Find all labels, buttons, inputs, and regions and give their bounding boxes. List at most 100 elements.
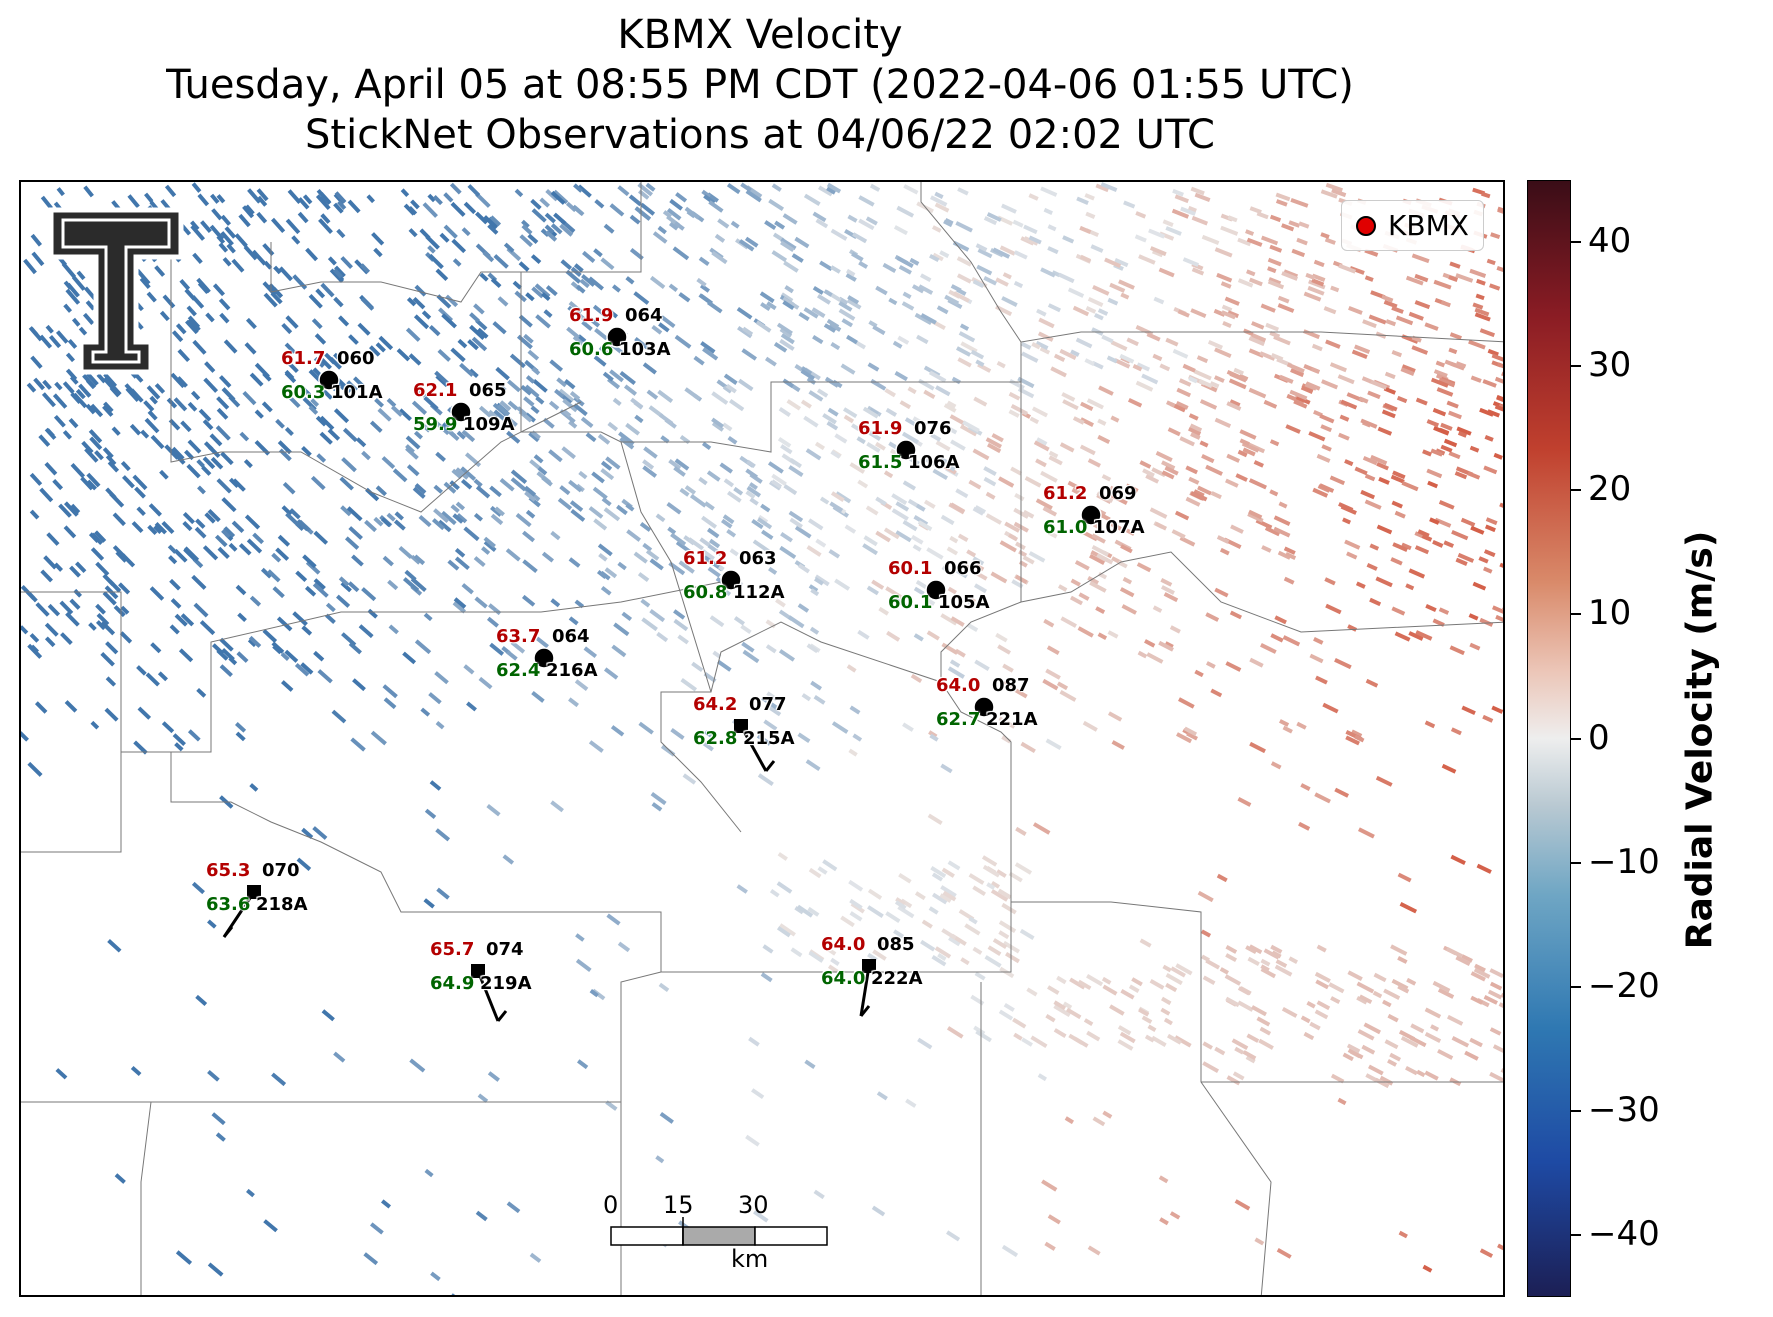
station-id: 221A bbox=[986, 709, 1038, 730]
station-marker-219A bbox=[471, 964, 485, 978]
station-id: 109A bbox=[463, 414, 515, 435]
station-marker-216A bbox=[533, 647, 555, 669]
station-dewpoint: 62.4 bbox=[496, 660, 541, 681]
scale-unit: km bbox=[731, 1245, 769, 1273]
station-id: 106A bbox=[908, 452, 960, 473]
station-temperature: 61.2 bbox=[1043, 483, 1088, 504]
station-temperature: 65.7 bbox=[430, 939, 475, 960]
legend: KBMX bbox=[1341, 200, 1484, 251]
figure-subtitle-time: Tuesday, April 05 at 08:55 PM CDT (2022-… bbox=[166, 62, 1354, 108]
colorbar-tick-mark bbox=[1571, 861, 1581, 864]
station-temperature: 62.1 bbox=[413, 380, 458, 401]
station-id: 105A bbox=[938, 592, 990, 613]
station-wind-direction: 064 bbox=[552, 626, 590, 647]
legend-label: KBMX bbox=[1388, 209, 1469, 242]
station-temperature: 64.2 bbox=[693, 694, 738, 715]
station-wind-direction: 070 bbox=[262, 860, 300, 881]
station-wind-direction: 064 bbox=[625, 305, 663, 326]
station-temperature: 60.1 bbox=[888, 558, 933, 579]
radar-site-marker-icon bbox=[1356, 215, 1376, 236]
station-marker-101A bbox=[318, 369, 340, 391]
station-temperature: 61.9 bbox=[569, 305, 614, 326]
wind-barb-icon bbox=[476, 970, 500, 1022]
station-wind-direction: 063 bbox=[739, 548, 777, 569]
station-dewpoint: 60.6 bbox=[569, 339, 614, 360]
station-dewpoint: 61.5 bbox=[858, 452, 903, 473]
colorbar-tick-label: 20 bbox=[1588, 469, 1632, 510]
station-wind-direction: 066 bbox=[944, 558, 982, 579]
station-dewpoint: 62.7 bbox=[936, 709, 981, 730]
station-id: 222A bbox=[871, 968, 923, 989]
station-marker-106A bbox=[895, 439, 917, 461]
colorbar-tick-mark bbox=[1571, 613, 1581, 616]
station-id: 219A bbox=[480, 973, 532, 994]
station-id: 107A bbox=[1093, 517, 1145, 538]
station-wind-direction: 069 bbox=[1099, 483, 1137, 504]
colorbar-tick-label: 30 bbox=[1588, 345, 1632, 386]
wind-barb-icon bbox=[859, 965, 871, 1017]
station-marker-221A bbox=[973, 696, 995, 718]
wind-barb-icon bbox=[739, 725, 768, 772]
station-temperature: 63.7 bbox=[496, 626, 541, 647]
station-dewpoint: 60.3 bbox=[281, 382, 326, 403]
station-id: 112A bbox=[733, 582, 785, 603]
figure-title: KBMX Velocity bbox=[617, 12, 903, 58]
colorbar-tick-mark bbox=[1571, 737, 1581, 740]
colorbar bbox=[1527, 180, 1571, 1297]
station-id: 216A bbox=[546, 660, 598, 681]
colorbar-tick-mark bbox=[1571, 489, 1581, 492]
station-wind-direction: 074 bbox=[486, 939, 524, 960]
station-id: 101A bbox=[331, 382, 383, 403]
station-dewpoint: 59.9 bbox=[413, 414, 458, 435]
colorbar-tick-label: −20 bbox=[1588, 965, 1660, 1006]
texas-tech-logo bbox=[41, 202, 191, 377]
colorbar-tick-mark bbox=[1571, 241, 1581, 244]
station-temperature: 65.3 bbox=[206, 860, 251, 881]
station-id: 218A bbox=[256, 894, 308, 915]
county-borders bbox=[21, 182, 1503, 1295]
station-wind-direction: 060 bbox=[337, 348, 375, 369]
station-dewpoint: 60.8 bbox=[683, 582, 728, 603]
station-marker-222A bbox=[862, 959, 876, 973]
scale-label-30: 30 bbox=[738, 1191, 769, 1219]
station-id: 215A bbox=[743, 728, 795, 749]
station-temperature: 64.0 bbox=[821, 934, 866, 955]
station-wind-direction: 065 bbox=[469, 380, 507, 401]
station-marker-215A bbox=[734, 719, 748, 733]
station-wind-direction: 087 bbox=[992, 675, 1030, 696]
scale-label-15: 15 bbox=[663, 1191, 694, 1219]
station-marker-107A bbox=[1080, 504, 1102, 526]
station-wind-direction: 085 bbox=[877, 934, 915, 955]
station-dewpoint: 63.6 bbox=[206, 894, 251, 915]
station-dewpoint: 61.0 bbox=[1043, 517, 1088, 538]
colorbar-tick-mark bbox=[1571, 1233, 1581, 1236]
station-marker-218A bbox=[247, 885, 261, 899]
colorbar-tick-label: 10 bbox=[1588, 593, 1632, 634]
station-id: 103A bbox=[619, 339, 671, 360]
station-markers bbox=[222, 326, 1102, 1022]
colorbar-tick-label: −40 bbox=[1588, 1213, 1660, 1254]
colorbar-tick-mark bbox=[1571, 985, 1581, 988]
colorbar-title: Radial Velocity (m/s) bbox=[1679, 530, 1721, 950]
station-temperature: 61.7 bbox=[281, 348, 326, 369]
station-temperature: 61.2 bbox=[683, 548, 728, 569]
colorbar-tick-mark bbox=[1571, 1109, 1581, 1112]
colorbar-tick-label: 0 bbox=[1588, 717, 1610, 758]
station-temperature: 61.9 bbox=[858, 418, 903, 439]
station-wind-direction: 077 bbox=[749, 694, 787, 715]
station-temperature: 64.0 bbox=[936, 675, 981, 696]
colorbar-tick-label: −30 bbox=[1588, 1089, 1660, 1130]
station-dewpoint: 64.0 bbox=[821, 968, 866, 989]
colorbar-tick-mark bbox=[1571, 365, 1581, 368]
colorbar-tick-label: −10 bbox=[1588, 841, 1660, 882]
station-dewpoint: 64.9 bbox=[430, 973, 475, 994]
station-marker-112A bbox=[720, 569, 742, 591]
station-dewpoint: 62.8 bbox=[693, 728, 738, 749]
colorbar-tick-label: 40 bbox=[1588, 221, 1632, 262]
scale-label-0: 0 bbox=[603, 1191, 619, 1219]
radar-map[interactable]: KBMX 0 15 30 km 61.7 060 60.3 101A 62.1 065 59… bbox=[19, 180, 1505, 1297]
station-wind-direction: 076 bbox=[914, 418, 952, 439]
station-marker-109A bbox=[450, 401, 472, 423]
station-marker-103A bbox=[606, 326, 628, 348]
station-marker-105A bbox=[925, 579, 947, 601]
